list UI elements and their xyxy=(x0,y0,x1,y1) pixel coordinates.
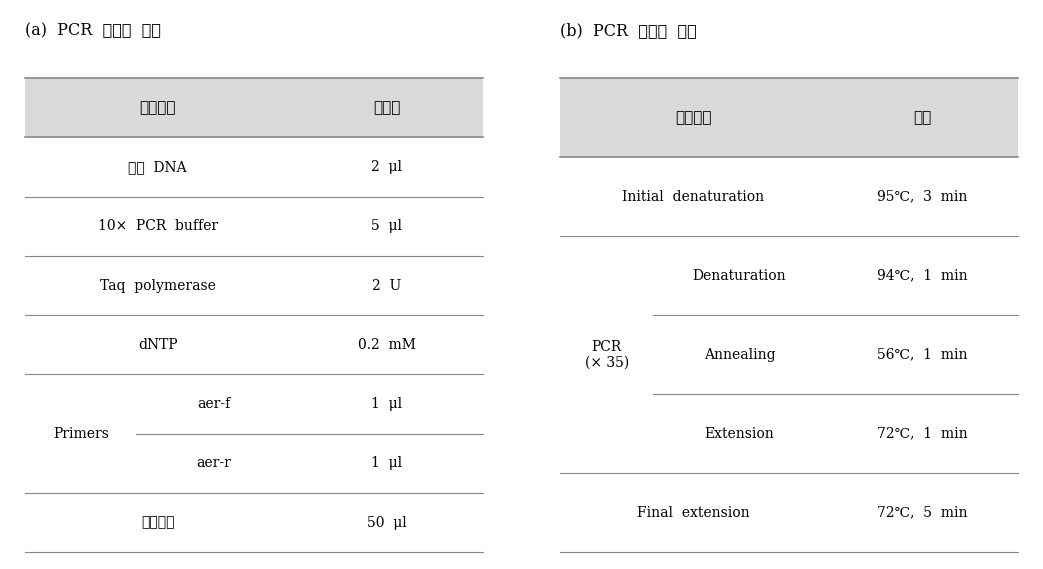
Text: Final  extension: Final extension xyxy=(637,506,750,519)
Text: 최종부피: 최종부피 xyxy=(141,516,174,530)
Text: 5  μl: 5 μl xyxy=(371,219,402,233)
Bar xyxy=(25,78,483,138)
Text: 1  μl: 1 μl xyxy=(371,456,402,471)
Text: (b)  PCR  반응액  조건: (b) PCR 반응액 조건 xyxy=(560,22,697,39)
Text: dNTP: dNTP xyxy=(138,338,177,352)
Text: Taq  polymerase: Taq polymerase xyxy=(100,279,216,292)
Text: Denaturation: Denaturation xyxy=(693,269,786,283)
Text: 첨가량: 첨가량 xyxy=(372,101,401,115)
Text: 1  μl: 1 μl xyxy=(371,397,402,411)
Text: 72℃,  1  min: 72℃, 1 min xyxy=(876,427,967,440)
Text: Primers: Primers xyxy=(53,427,108,440)
Bar xyxy=(560,78,1018,157)
Text: Extension: Extension xyxy=(705,427,775,440)
Text: 95℃,  3  min: 95℃, 3 min xyxy=(877,189,967,204)
Text: 반응물질: 반응물질 xyxy=(140,101,176,115)
Text: aer-r: aer-r xyxy=(196,456,231,471)
Text: Initial  denaturation: Initial denaturation xyxy=(622,189,765,204)
Text: 50  μl: 50 μl xyxy=(366,516,407,530)
Text: 0.2  mM: 0.2 mM xyxy=(358,338,415,352)
Text: 2  μl: 2 μl xyxy=(371,160,402,174)
Text: 94℃,  1  min: 94℃, 1 min xyxy=(876,269,967,283)
Text: 2  U: 2 U xyxy=(372,279,402,292)
Text: aer-f: aer-f xyxy=(197,397,231,411)
Text: 56℃,  1  min: 56℃, 1 min xyxy=(876,348,967,362)
Text: 72℃,  5  min: 72℃, 5 min xyxy=(876,506,967,519)
Text: (a)  PCR  반응액  조성: (a) PCR 반응액 조성 xyxy=(25,22,161,39)
Text: PCR
(× 35): PCR (× 35) xyxy=(585,340,629,370)
Text: 반응단계: 반응단계 xyxy=(675,111,711,125)
Text: 주형  DNA: 주형 DNA xyxy=(128,160,187,174)
Text: 조건: 조건 xyxy=(913,111,931,125)
Text: 10×  PCR  buffer: 10× PCR buffer xyxy=(98,219,218,233)
Text: Annealing: Annealing xyxy=(704,348,775,362)
